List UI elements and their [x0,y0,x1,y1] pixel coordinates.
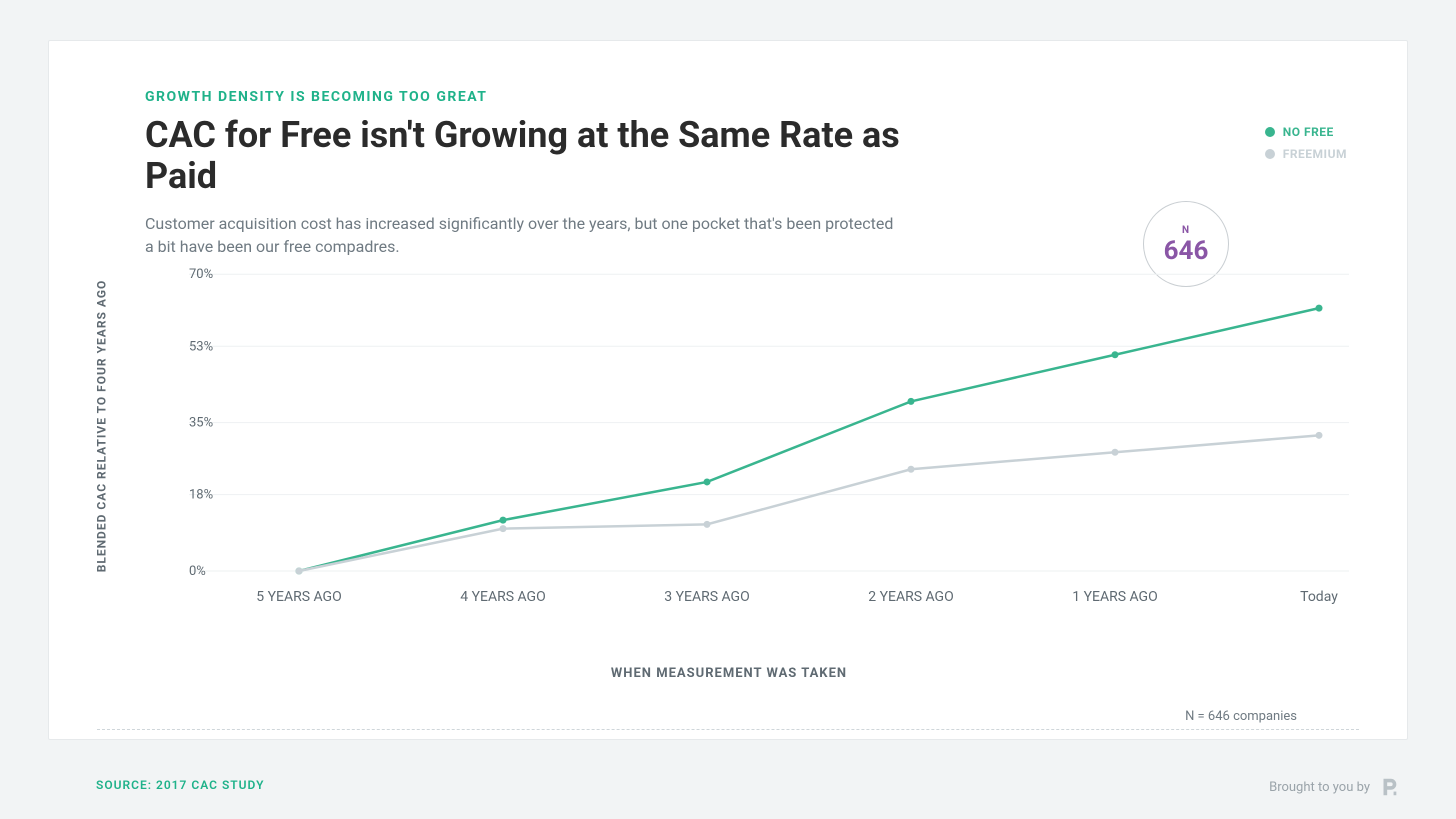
svg-text:Today: Today [1300,589,1338,605]
logo-icon [1378,776,1400,798]
kicker: GROWTH DENSITY IS BECOMING TOO GREAT [145,89,965,105]
legend: NO FREE FREEMIUM [1265,125,1347,169]
chart-area: BLENDED CAC RELATIVE TO FOUR YEARS AGO 0… [89,241,1369,681]
line-chart: 0% 18% 35% 53% 70% 5 YEARS AGO 4 YEARS AGO 3 YE… [189,241,1349,611]
legend-label: FREEMIUM [1283,147,1347,161]
legend-item-no-free: NO FREE [1265,125,1347,139]
svg-text:4 YEARS AGO: 4 YEARS AGO [460,589,545,605]
svg-text:3 YEARS AGO: 3 YEARS AGO [664,589,749,605]
brought-by: Brought to you by [1269,776,1400,798]
divider [97,729,1359,730]
chart-card: GROWTH DENSITY IS BECOMING TOO GREAT CAC… [48,40,1408,740]
svg-text:18%: 18% [189,488,213,503]
n-badge-label: N [1182,225,1190,236]
svg-text:35%: 35% [189,416,213,431]
legend-item-freemium: FREEMIUM [1265,147,1347,161]
footer-note: N = 646 companies [1185,709,1297,724]
legend-label: NO FREE [1283,125,1334,139]
legend-dot-icon [1265,127,1275,137]
svg-text:2 YEARS AGO: 2 YEARS AGO [868,589,953,605]
svg-text:53%: 53% [189,339,213,354]
svg-text:70%: 70% [189,267,213,282]
page-title: CAC for Free isn't Growing at the Same R… [145,115,965,198]
header: GROWTH DENSITY IS BECOMING TOO GREAT CAC… [145,89,965,258]
svg-text:0%: 0% [189,564,206,579]
svg-text:1 YEARS AGO: 1 YEARS AGO [1072,589,1157,605]
svg-text:5 YEARS AGO: 5 YEARS AGO [256,589,341,605]
source-text: SOURCE: 2017 CAC STUDY [96,778,264,792]
x-axis-label: WHEN MEASUREMENT WAS TAKEN [89,666,1369,681]
brought-by-text: Brought to you by [1269,780,1370,795]
legend-dot-icon [1265,149,1275,159]
y-axis-label: BLENDED CAC RELATIVE TO FOUR YEARS AGO [89,241,113,611]
